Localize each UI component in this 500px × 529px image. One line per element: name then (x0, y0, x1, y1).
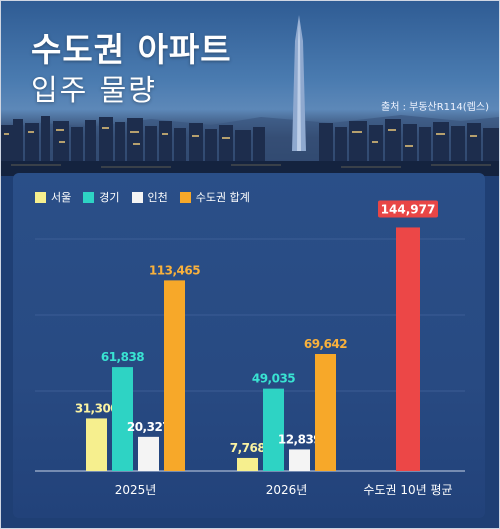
legend-item-seoul: 서울 (35, 189, 71, 205)
bar-gyeonggi-2026 (263, 388, 284, 471)
chart-card: 31,300 61,838 20,327 113,465 7,768 49,035 12,8… (13, 173, 485, 518)
city-skyline-illustration (1, 15, 499, 176)
bar-gyeonggi-2025 (112, 367, 133, 471)
legend-label-gyeonggi: 경기 (99, 191, 120, 204)
value-label-incheon-2026: 12,839 (278, 432, 321, 446)
title-line-1: 수도권 아파트 (31, 30, 232, 69)
value-label-gyeonggi-2025: 61,838 (101, 350, 144, 364)
legend-swatch-gyeonggi (83, 191, 95, 203)
category-label-2: 수도권 10년 평균 (363, 483, 452, 497)
value-label-gyeonggi-2026: 49,035 (252, 372, 295, 386)
bar-seoul-2026 (237, 457, 258, 471)
bar-total-2025 (164, 280, 185, 471)
legend-swatch-total (179, 191, 191, 203)
bar-seoul-2025 (86, 418, 107, 471)
value-label-total-2025: 113,465 (149, 263, 200, 277)
bar-incheon-2025 (138, 436, 159, 471)
value-label-10yr-average: 144,977 (381, 202, 436, 216)
bar-chart: 31,300 61,838 20,327 113,465 7,768 49,035 12,8… (35, 200, 465, 497)
average-value-badge (378, 200, 438, 218)
value-label-seoul-2025: 31,300 (75, 401, 118, 415)
value-label-seoul-2026: 7,768 (230, 441, 266, 455)
legend-item-total: 수도권 합계 (179, 189, 250, 205)
chart-legend: 서울 경기 인천 수도권 합계 (35, 189, 250, 205)
legend-swatch-seoul (35, 191, 46, 203)
legend-item-incheon: 인천 (131, 189, 168, 205)
category-label-0: 2025년 (115, 483, 157, 497)
value-label-total-2026: 69,642 (304, 337, 347, 351)
legend-item-gyeonggi: 경기 (83, 189, 120, 205)
bar-incheon-2026 (289, 449, 310, 471)
source-note: 출처 : 부동산R114(렙스) (381, 102, 489, 113)
legend-label-total: 수도권 합계 (195, 191, 250, 204)
legend-label-incheon: 인천 (147, 191, 168, 204)
header-cityscape: 수도권 아파트 입주 물량 출처 : 부동산R114(렙스) (1, 1, 499, 176)
title-line-2: 입주 물량 (31, 73, 157, 107)
legend-swatch-incheon (131, 191, 143, 203)
bar-10yr-average (396, 227, 420, 471)
value-label-incheon-2025: 20,327 (127, 420, 170, 434)
bar-total-2026 (315, 354, 336, 471)
legend-label-seoul: 서울 (51, 191, 72, 204)
category-label-1: 2026년 (266, 483, 308, 497)
